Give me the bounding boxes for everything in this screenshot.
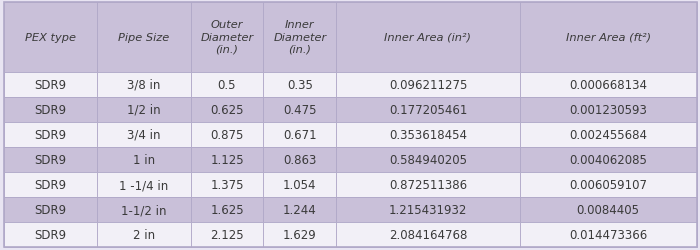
Text: 1-1/2 in: 1-1/2 in (121, 204, 167, 216)
Text: 0.353618454: 0.353618454 (389, 128, 467, 141)
Bar (4, 122, 97, 148)
Text: 0.475: 0.475 (283, 104, 316, 116)
Text: SDR9: SDR9 (34, 104, 66, 116)
Bar (4, 148, 97, 172)
Text: 0.006059107: 0.006059107 (569, 178, 647, 192)
Bar (97, 198, 190, 222)
Bar (190, 72, 263, 97)
Text: 0.584940205: 0.584940205 (389, 154, 467, 166)
Text: 1.629: 1.629 (283, 228, 316, 241)
Bar (336, 198, 520, 222)
Text: 2.084164768: 2.084164768 (389, 228, 467, 241)
Text: 1 -1/4 in: 1 -1/4 in (119, 178, 169, 192)
Bar (97, 222, 190, 248)
Bar (263, 148, 336, 172)
Text: Outer
Diameter
(in.): Outer Diameter (in.) (200, 20, 253, 55)
Bar (190, 148, 263, 172)
Text: 0.0084405: 0.0084405 (577, 204, 640, 216)
Text: 0.096211275: 0.096211275 (389, 78, 467, 91)
Bar (4, 2, 97, 72)
Bar (336, 97, 520, 122)
Text: 0.5: 0.5 (218, 78, 236, 91)
Text: 1.054: 1.054 (283, 178, 316, 192)
Text: 2.125: 2.125 (210, 228, 244, 241)
Bar (263, 2, 336, 72)
Text: 0.35: 0.35 (287, 78, 313, 91)
Text: 1.625: 1.625 (210, 204, 244, 216)
Bar (336, 122, 520, 148)
Text: SDR9: SDR9 (34, 78, 66, 91)
Bar (336, 172, 520, 198)
Bar (4, 222, 97, 248)
Text: SDR9: SDR9 (34, 204, 66, 216)
Bar (4, 172, 97, 198)
Bar (190, 97, 263, 122)
Text: 1.215431932: 1.215431932 (389, 204, 467, 216)
Text: 1 in: 1 in (133, 154, 155, 166)
Bar (520, 97, 696, 122)
Text: 0.000668134: 0.000668134 (569, 78, 647, 91)
Text: SDR9: SDR9 (34, 154, 66, 166)
Text: 0.671: 0.671 (283, 128, 316, 141)
Bar (97, 2, 190, 72)
Text: Pipe Size: Pipe Size (118, 32, 169, 42)
Bar (263, 97, 336, 122)
Bar (336, 2, 520, 72)
Text: Inner
Diameter
(in.): Inner Diameter (in.) (273, 20, 326, 55)
Text: 1.125: 1.125 (210, 154, 244, 166)
Text: 0.875: 0.875 (210, 128, 244, 141)
Text: 1/2 in: 1/2 in (127, 104, 160, 116)
Bar (336, 222, 520, 248)
Text: 0.001230593: 0.001230593 (569, 104, 647, 116)
Bar (520, 72, 696, 97)
Bar (336, 148, 520, 172)
Bar (263, 72, 336, 97)
Bar (4, 97, 97, 122)
Text: 0.625: 0.625 (210, 104, 244, 116)
Text: 0.863: 0.863 (283, 154, 316, 166)
Text: 3/8 in: 3/8 in (127, 78, 160, 91)
Bar (190, 2, 263, 72)
Bar (190, 172, 263, 198)
Bar (520, 198, 696, 222)
Text: 1.375: 1.375 (210, 178, 244, 192)
Bar (263, 198, 336, 222)
Bar (190, 122, 263, 148)
Bar (263, 122, 336, 148)
Bar (97, 97, 190, 122)
Text: 2 in: 2 in (133, 228, 155, 241)
Text: SDR9: SDR9 (34, 228, 66, 241)
Bar (190, 222, 263, 248)
Bar (4, 198, 97, 222)
Text: 0.004062085: 0.004062085 (569, 154, 647, 166)
Bar (520, 2, 696, 72)
Text: 0.872511386: 0.872511386 (389, 178, 467, 192)
Bar (520, 222, 696, 248)
Bar (4, 72, 97, 97)
Text: 0.002455684: 0.002455684 (569, 128, 647, 141)
Bar (97, 148, 190, 172)
Text: 0.177205461: 0.177205461 (389, 104, 467, 116)
Bar (520, 148, 696, 172)
Bar (520, 172, 696, 198)
Text: 3/4 in: 3/4 in (127, 128, 160, 141)
Bar (263, 222, 336, 248)
Bar (190, 198, 263, 222)
Text: Inner Area (ft²): Inner Area (ft²) (566, 32, 651, 42)
Bar (97, 72, 190, 97)
Text: Inner Area (in²): Inner Area (in²) (384, 32, 472, 42)
Text: PEX type: PEX type (25, 32, 76, 42)
Text: 1.244: 1.244 (283, 204, 316, 216)
Bar (263, 172, 336, 198)
Bar (520, 122, 696, 148)
Text: SDR9: SDR9 (34, 128, 66, 141)
Text: 0.014473366: 0.014473366 (569, 228, 648, 241)
Text: SDR9: SDR9 (34, 178, 66, 192)
Bar (97, 172, 190, 198)
Bar (336, 72, 520, 97)
Bar (97, 122, 190, 148)
